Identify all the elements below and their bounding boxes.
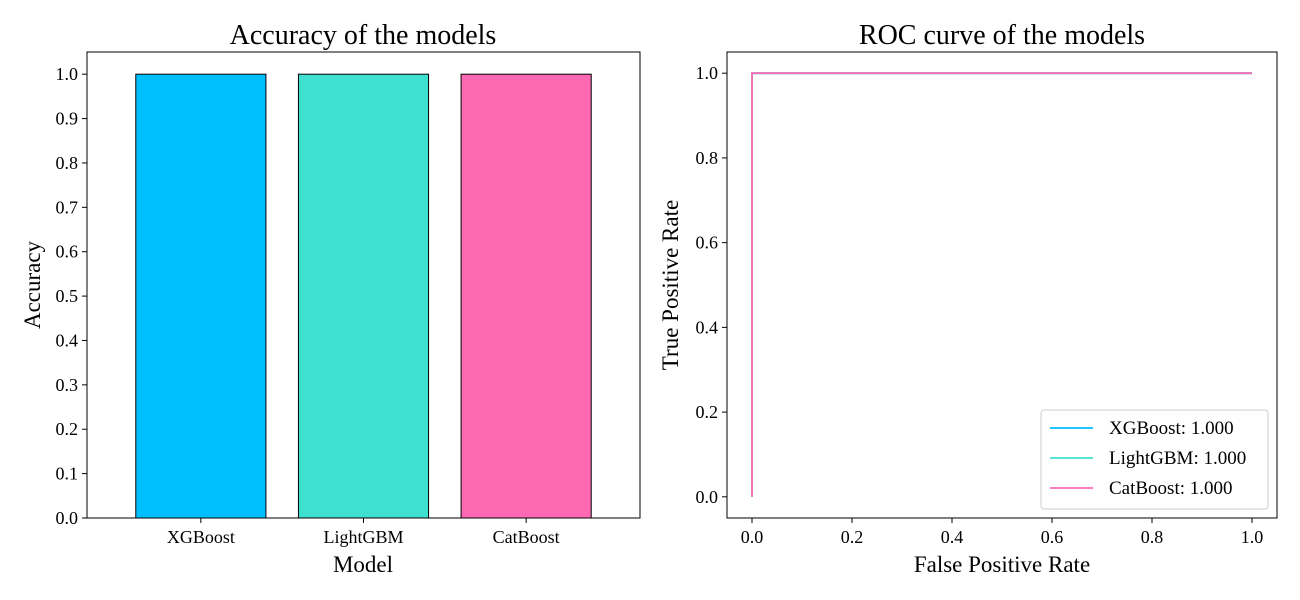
roc-line-chart: ROC curve of the models 0.0 0.2 0.4 0.6 0.8 1… [658, 20, 1278, 577]
accuracy-bar-chart: Accuracy of the models 0.00.10.20.30.40.… [20, 20, 641, 577]
roc-x-tick-label: 0.2 [841, 527, 864, 547]
bar-y-tick-label: 0.3 [56, 375, 79, 395]
roc-line-catboost [751, 72, 1252, 497]
bar-y-tick-label: 0.5 [56, 286, 79, 306]
bar-y-tick-label: 0.9 [56, 109, 79, 129]
roc-y-ticks: 0.0 0.2 0.4 0.6 0.8 1.0 [696, 63, 727, 507]
bar-y-tick-label: 1.0 [56, 64, 79, 84]
roc-series [751, 72, 1252, 497]
bar-series [135, 73, 592, 519]
bar-x-tick-label: LightGBM [323, 527, 403, 547]
roc-y-tick-label: 0.0 [696, 487, 719, 507]
roc-x-tick-label: 0.0 [741, 527, 764, 547]
bar-y-tick-label: 0.7 [56, 197, 79, 217]
bar-y-tick-label: 0.1 [56, 464, 79, 484]
bar-x-axis-label: Model [333, 552, 393, 577]
roc-y-tick-label: 0.2 [696, 402, 719, 422]
roc-x-tick-label: 0.8 [1141, 527, 1164, 547]
bar-catboost [460, 73, 592, 519]
bar-y-tick-label: 0.8 [56, 153, 79, 173]
bar-y-tick-label: 0.6 [56, 242, 79, 262]
bar-y-ticks: 0.0 0.1 0.2 0.3 0.4 0.5 0.6 0.7 0.8 0.9 1.0 [56, 64, 87, 528]
bar-y-tick-label: 0.4 [56, 330, 79, 350]
bar-chart-title: Accuracy of the models [230, 20, 497, 51]
roc-x-axis-label: False Positive Rate [914, 552, 1090, 577]
roc-x-tick-label: 0.4 [941, 527, 964, 547]
roc-chart-title: ROC curve of the models [859, 20, 1145, 51]
roc-y-tick-label: 0.6 [696, 233, 719, 253]
roc-y-tick-label: 1.0 [696, 63, 719, 83]
bar-x-ticks: XGBoost LightGBM CatBoost [167, 518, 560, 547]
roc-y-tick-label: 0.4 [696, 317, 719, 337]
roc-legend: XGBoost: 1.000 LightGBM: 1.000 CatBoost: 1… [1040, 409, 1269, 510]
roc-y-tick-label: 0.8 [696, 148, 719, 168]
bar-plot-frame [86, 51, 641, 519]
legend-label: CatBoost: 1.000 [1109, 478, 1233, 499]
bar-lightgbm [297, 73, 430, 519]
roc-x-tick-label: 0.6 [1041, 527, 1064, 547]
roc-y-axis-label: True Positive Rate [658, 200, 683, 370]
bar-x-tick-label: CatBoost [493, 527, 560, 547]
legend-label: XGBoost: 1.000 [1109, 418, 1234, 439]
roc-x-tick-label: 1.0 [1241, 527, 1264, 547]
bar-xgboost [135, 73, 267, 519]
bar-y-axis-label: Accuracy [20, 240, 45, 329]
roc-x-ticks: 0.0 0.2 0.4 0.6 0.8 1.0 [741, 518, 1264, 547]
bar-x-tick-label: XGBoost [167, 527, 235, 547]
legend-label: LightGBM: 1.000 [1109, 448, 1246, 469]
bar-y-tick-label: 0.2 [56, 419, 79, 439]
roc-plot-frame [726, 51, 1278, 519]
legend-box [1040, 409, 1269, 510]
bar-y-tick-label: 0.0 [56, 508, 79, 528]
